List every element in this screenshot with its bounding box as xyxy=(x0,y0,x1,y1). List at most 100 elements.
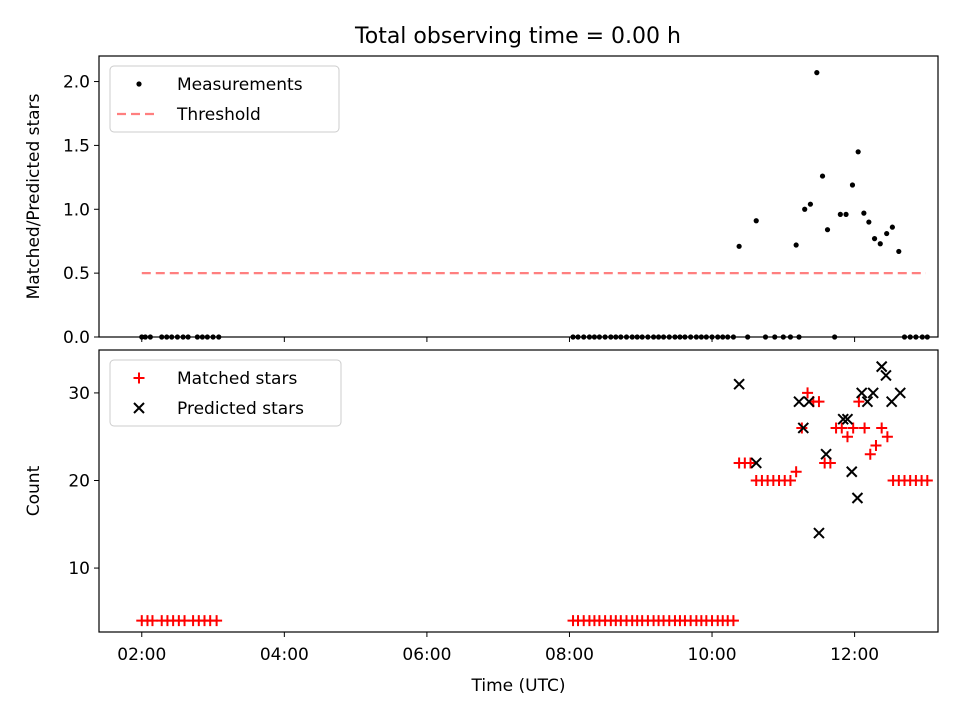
predicted-star-point xyxy=(880,369,892,382)
series-predicted-stars xyxy=(733,360,906,539)
measurement-point xyxy=(682,334,688,340)
y-tick-label: 10 xyxy=(68,559,90,579)
measurement-point xyxy=(772,334,778,340)
measurement-point xyxy=(586,334,593,340)
matched-star-point xyxy=(146,615,158,627)
legend-marker xyxy=(133,372,145,384)
measurement-point xyxy=(629,334,635,340)
y-tick-label: 0.5 xyxy=(63,264,90,284)
measurement-point xyxy=(666,334,672,340)
predicted-star-point xyxy=(820,448,832,460)
measurement-point xyxy=(736,243,742,249)
matched-star-point xyxy=(870,439,882,451)
measurement-point xyxy=(924,334,930,340)
measurement-point xyxy=(715,334,721,340)
measurement-point xyxy=(919,334,925,340)
legend-label: Matched stars xyxy=(177,369,297,389)
y-tick-label: 0.0 xyxy=(63,328,90,348)
predicted-star-point xyxy=(894,387,906,399)
measurement-point xyxy=(677,334,683,340)
measurement-point xyxy=(814,70,820,76)
matched-star-point xyxy=(841,431,853,443)
measurement-point xyxy=(780,334,786,340)
measurement-point xyxy=(709,334,715,340)
measurement-point xyxy=(139,334,145,340)
predicted-star-point xyxy=(793,395,805,408)
measurement-point xyxy=(210,334,216,340)
measurement-point xyxy=(703,334,709,340)
matched-star-point xyxy=(836,422,848,434)
matched-star-point xyxy=(796,422,808,434)
top-panel: 0.0 0.5 1.0 1.5 2.0 Matched/Predicted stars Me… xyxy=(24,55,939,348)
measurement-point xyxy=(596,334,603,340)
legend-label: Predicted stars xyxy=(177,399,304,419)
matched-star-point xyxy=(745,457,757,469)
measurement-point xyxy=(901,334,908,340)
matched-star-point xyxy=(847,422,859,434)
y-axis-label: Matched/Predicted stars xyxy=(24,93,44,299)
y-tick-label: 30 xyxy=(68,384,90,404)
measurement-point xyxy=(807,201,814,207)
chart-title: Total observing time = 0.00 h xyxy=(354,24,681,49)
y-axis-label: Count xyxy=(24,465,44,516)
plot-frame xyxy=(98,349,939,633)
measurement-point xyxy=(693,334,699,340)
measurement-point xyxy=(645,334,651,340)
measurement-point xyxy=(907,334,913,340)
predicted-star-point xyxy=(813,527,825,539)
plot-frame xyxy=(98,55,939,338)
predicted-star-point xyxy=(856,387,868,399)
y-tick-label: 1.5 xyxy=(63,136,90,156)
measurement-point xyxy=(832,334,838,340)
matched-star-point xyxy=(881,431,893,443)
measurement-point xyxy=(745,334,751,340)
legend: Matched stars Predicted stars xyxy=(109,359,342,427)
predicted-star-point xyxy=(851,492,864,504)
matched-star-point xyxy=(876,422,888,434)
measurement-point xyxy=(688,334,694,340)
measurement-point xyxy=(793,242,799,248)
measurement-point xyxy=(613,334,619,340)
measurement-point xyxy=(720,334,726,340)
measurement-point xyxy=(913,334,919,340)
x-tick-label: 10:00 xyxy=(688,645,737,665)
measurement-point xyxy=(819,173,826,179)
predicted-star-point xyxy=(797,422,809,434)
measurement-point xyxy=(174,334,181,340)
predicted-star-point xyxy=(875,360,888,373)
measurement-point xyxy=(147,334,153,340)
measurement-point xyxy=(185,334,191,340)
measurement-point xyxy=(730,334,737,340)
measurement-point xyxy=(787,334,794,340)
measurement-point xyxy=(623,334,630,340)
legend-box xyxy=(109,359,342,427)
measurement-point xyxy=(608,334,614,340)
measurement-point xyxy=(602,334,608,340)
measurement-point xyxy=(194,334,200,340)
measurement-point xyxy=(884,230,890,237)
measurement-point xyxy=(159,334,165,340)
matched-star-point xyxy=(864,448,876,460)
measurement-point xyxy=(570,334,576,340)
measurement-point xyxy=(575,334,581,340)
measurement-point xyxy=(861,210,867,216)
legend: Measurements Threshold xyxy=(109,65,340,133)
measurement-point xyxy=(824,227,831,233)
measurement-point xyxy=(877,241,883,247)
predicted-star-point xyxy=(803,395,815,408)
x-tick-label: 04:00 xyxy=(260,645,309,665)
y-tick-label: 2.0 xyxy=(63,73,90,93)
measurement-point xyxy=(802,206,808,212)
predicted-star-point xyxy=(750,457,762,469)
predicted-star-point xyxy=(837,413,849,425)
measurement-point xyxy=(889,224,895,230)
measurement-point xyxy=(849,182,856,188)
measurement-point xyxy=(762,334,769,340)
measurement-point xyxy=(672,334,678,340)
measurement-point xyxy=(591,334,598,340)
x-axis-label: Time (UTC) xyxy=(471,676,566,696)
predicted-star-point xyxy=(846,466,858,478)
matched-star-point xyxy=(784,474,796,486)
measurement-point xyxy=(866,219,872,225)
series-measurements xyxy=(139,70,930,340)
